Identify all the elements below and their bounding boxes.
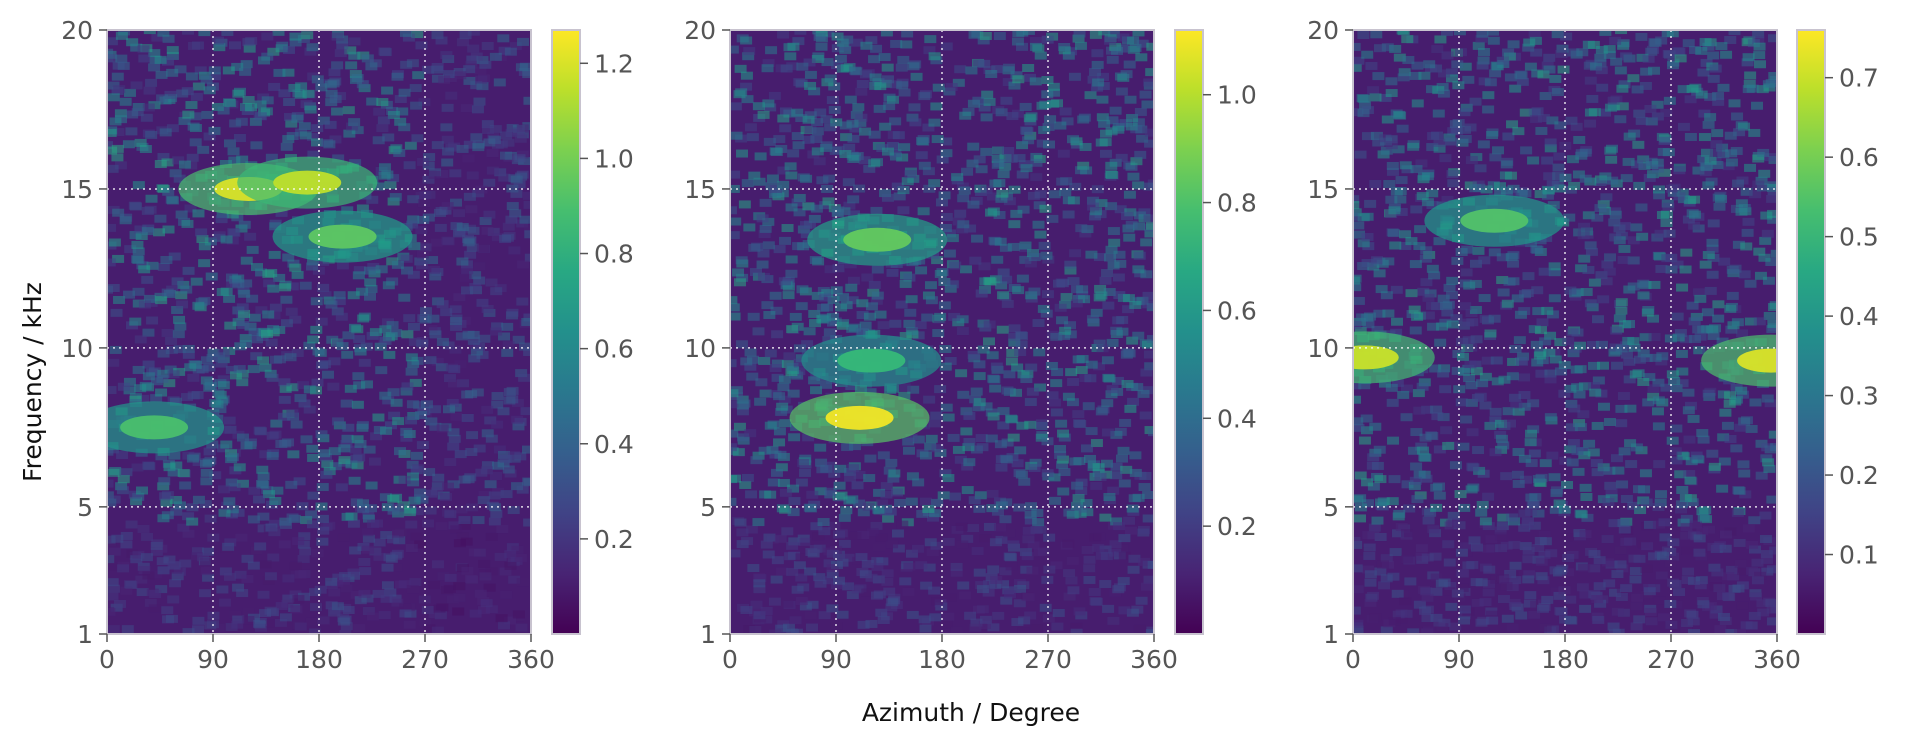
y-tick-label: 15 [684, 175, 716, 204]
x-tick-label: 0 [1345, 645, 1361, 674]
colorbar-tick-label: 0.7 [1839, 64, 1879, 93]
y-tick-label: 20 [61, 16, 93, 45]
heatmap-panel-3: 0 90 180 270 360151015200.10.20.30.40.50.60.… [1307, 16, 1879, 674]
x-tick-label: 90 [197, 645, 229, 674]
colorbar [1796, 29, 1826, 635]
heatmap-feature-peak [843, 227, 912, 252]
heatmap-feature-peak [825, 405, 894, 430]
x-axis-label: Azimuth / Degree [862, 698, 1080, 727]
colorbar-tick-label: 1.0 [594, 144, 634, 173]
x-tick-label: 270 [1024, 645, 1072, 674]
heatmap-feature-peak [308, 224, 377, 249]
y-axis-label: Frequency / kHz [18, 282, 47, 482]
heatmap-texture [1353, 30, 1777, 634]
x-tick-label: 0 [99, 645, 115, 674]
y-tick-label: 20 [1307, 16, 1339, 45]
x-tick-label: 180 [918, 645, 966, 674]
y-tick-label: 1 [700, 620, 716, 649]
colorbar-tick-label: 0.4 [1839, 302, 1879, 331]
colorbar [551, 29, 581, 635]
colorbar-tick-label: 0.4 [594, 430, 634, 459]
y-tick-label: 10 [61, 334, 93, 363]
colorbar-tick-label: 0.2 [594, 525, 634, 554]
colorbar-tick-label: 0.6 [1839, 143, 1879, 172]
colorbar-tick-label: 0.2 [1217, 512, 1257, 541]
y-tick-label: 15 [1307, 175, 1339, 204]
heatmap-feature-peak [837, 348, 906, 373]
x-tick-label: 180 [295, 645, 343, 674]
colorbar-tick-label: 1.2 [594, 49, 634, 78]
colorbar-tick-label: 0.1 [1839, 541, 1879, 570]
y-tick-label: 15 [61, 175, 93, 204]
x-tick-label: 360 [1130, 645, 1178, 674]
colorbar-tick-label: 0.8 [1217, 189, 1257, 218]
x-tick-label: 270 [401, 645, 449, 674]
y-tick-label: 1 [1323, 620, 1339, 649]
colorbar-tick-label: 0.6 [1217, 296, 1257, 325]
y-tick-label: 10 [1307, 334, 1339, 363]
y-tick-label: 20 [684, 16, 716, 45]
heatmap-feature-peak [120, 415, 189, 440]
x-tick-label: 90 [1443, 645, 1475, 674]
heatmap-feature-peak [1737, 348, 1777, 373]
x-tick-label: 360 [507, 645, 555, 674]
colorbar-tick-label: 0.5 [1839, 223, 1879, 252]
y-tick-label: 5 [700, 493, 716, 522]
colorbar-tick-label: 0.3 [1839, 382, 1879, 411]
y-tick-label: 1 [77, 620, 93, 649]
x-tick-label: 90 [820, 645, 852, 674]
colorbar-tick-label: 0.4 [1217, 404, 1257, 433]
heatmap-feature-peak [273, 170, 342, 195]
x-tick-label: 0 [722, 645, 738, 674]
colorbar-tick-label: 0.2 [1839, 461, 1879, 490]
x-tick-label: 180 [1541, 645, 1589, 674]
y-tick-label: 5 [1323, 493, 1339, 522]
colorbar-tick-label: 0.8 [594, 240, 634, 269]
x-tick-label: 360 [1753, 645, 1801, 674]
heatmap-texture [107, 30, 531, 634]
y-tick-label: 10 [684, 334, 716, 363]
colorbar [1174, 29, 1204, 635]
x-tick-label: 270 [1647, 645, 1695, 674]
heatmap-feature-peak [1460, 208, 1529, 233]
colorbar-tick-label: 1.0 [1217, 81, 1257, 110]
colorbar-tick-label: 0.6 [594, 335, 634, 364]
y-tick-label: 5 [77, 493, 93, 522]
heatmap-feature-peak [1353, 345, 1399, 370]
